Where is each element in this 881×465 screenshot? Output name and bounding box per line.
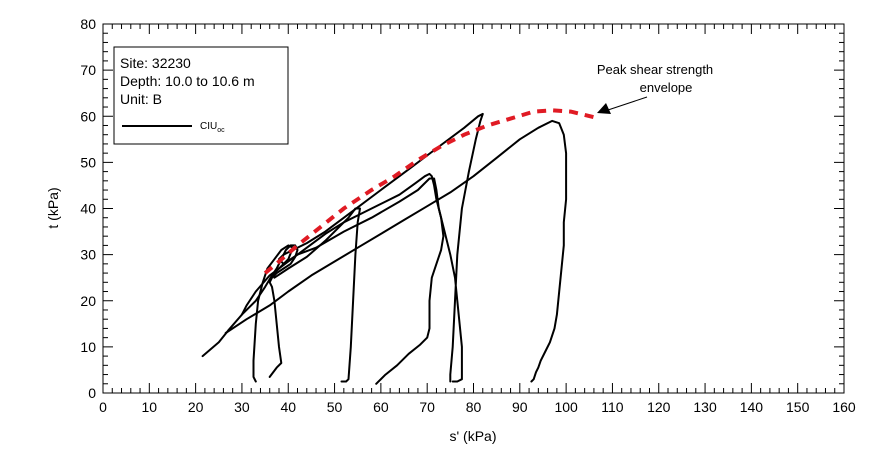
annotation: Peak shear strength envelope — [597, 62, 713, 114]
y-tick-label: 40 — [80, 201, 96, 217]
x-tick-label: 70 — [419, 399, 435, 415]
x-tick-label: 110 — [601, 399, 624, 415]
x-tick-label: 130 — [693, 399, 717, 415]
y-tick-label: 0 — [88, 385, 96, 401]
stress-path-2 — [252, 207, 361, 383]
x-tick-label: 120 — [647, 399, 671, 415]
legend-series-sub: oc — [217, 127, 225, 134]
x-tick-label: 100 — [554, 399, 578, 415]
legend: Site: 32230 Depth: 10.0 to 10.6 m Unit: … — [113, 46, 289, 145]
y-axis-title: t (kPa) — [45, 187, 61, 228]
legend-site: Site: 32230 — [120, 55, 191, 71]
legend-depth: Depth: 10.0 to 10.6 m — [120, 73, 255, 89]
stress-path-1 — [201, 244, 299, 378]
y-tick-label: 20 — [80, 293, 96, 309]
annotation-line1: Peak shear strength — [597, 62, 713, 77]
peak-envelope-line — [263, 108, 595, 275]
axis-ticks — [102, 23, 845, 394]
x-tick-label: 0 — [99, 399, 107, 415]
x-tick-label: 140 — [740, 399, 764, 415]
y-tick-label: 70 — [80, 62, 96, 78]
y-tick-label: 50 — [80, 154, 96, 170]
annotation-line2: envelope — [640, 80, 693, 95]
x-tick-label: 20 — [188, 399, 204, 415]
y-tick-label: 60 — [80, 108, 96, 124]
x-tick-label: 90 — [512, 399, 528, 415]
x-tick-label: 50 — [327, 399, 343, 415]
y-tick-label: 80 — [80, 16, 96, 32]
y-tick-labels: 0 10 20 30 40 50 60 70 80 — [80, 16, 96, 401]
x-tick-label: 80 — [466, 399, 482, 415]
x-tick-labels: 0 10 20 30 40 50 60 70 80 90 100 110 120 130 140 150 160 — [99, 399, 856, 415]
x-tick-label: 40 — [280, 399, 296, 415]
legend-unit: Unit: B — [120, 91, 162, 107]
y-tick-label: 10 — [80, 339, 96, 355]
x-tick-label: 30 — [234, 399, 250, 415]
envelope-layer — [263, 108, 595, 275]
legend-series-label: CIUoc — [200, 121, 225, 134]
stress-path-4 — [278, 112, 484, 383]
legend-series-main: CIU — [200, 121, 217, 132]
x-axis-title: s' (kPa) — [449, 428, 496, 444]
stress-path-5 — [224, 119, 568, 383]
x-tick-label: 150 — [786, 399, 810, 415]
legend-box — [113, 46, 289, 145]
x-tick-label: 10 — [142, 399, 158, 415]
stress-path-3 — [240, 172, 445, 385]
x-tick-label: 160 — [832, 399, 856, 415]
y-tick-label: 30 — [80, 247, 96, 263]
annotation-arrow-head — [597, 103, 611, 114]
x-tick-label: 60 — [373, 399, 389, 415]
stress-paths — [201, 112, 568, 385]
annotation-arrow-line — [607, 96, 648, 111]
